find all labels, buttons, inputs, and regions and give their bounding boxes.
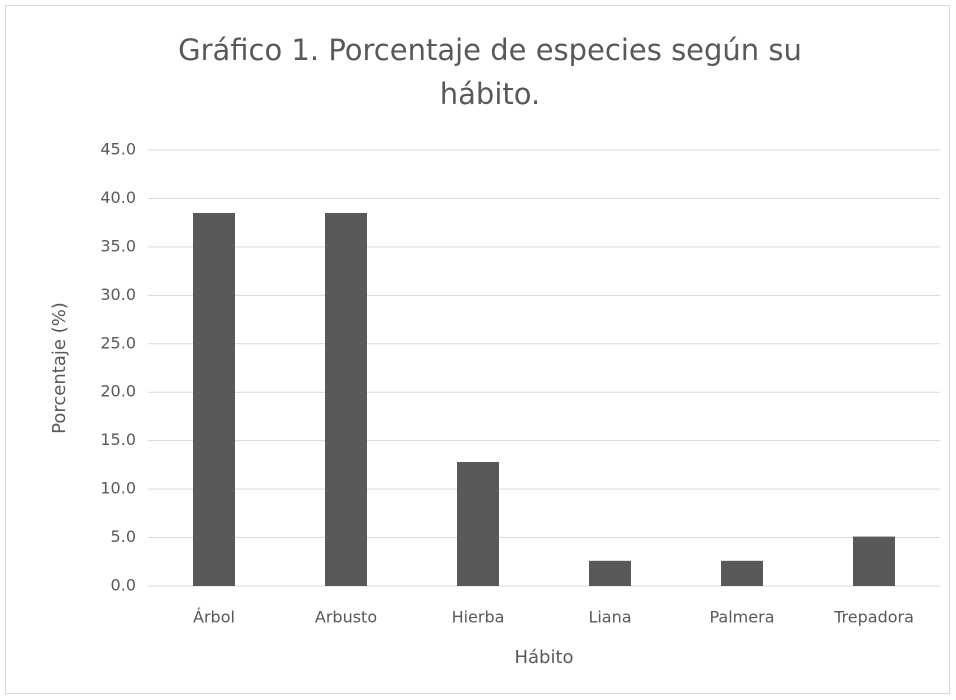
- chart-title: Gráfico 1. Porcentaje de especies según …: [178, 33, 802, 111]
- y-tick-label: 0.0: [111, 576, 136, 595]
- y-tick-label: 40.0: [100, 188, 136, 207]
- y-tick-label: 5.0: [111, 527, 136, 546]
- x-tick-label: Liana: [588, 608, 631, 627]
- y-axis-label: Porcentaje (%): [49, 302, 70, 434]
- x-tick-label: Palmera: [710, 608, 775, 627]
- bar: [721, 560, 763, 586]
- bar: [457, 461, 499, 586]
- bar: [853, 536, 895, 586]
- bar: [589, 560, 631, 586]
- bar: [325, 212, 367, 586]
- x-tick-label: Trepadora: [833, 608, 914, 627]
- y-tick-label: 15.0: [100, 430, 136, 449]
- y-tick-label: 20.0: [100, 382, 136, 401]
- bar: [193, 212, 235, 586]
- y-tick-label: 45.0: [100, 140, 136, 159]
- x-tick-label: Arbusto: [315, 608, 377, 627]
- y-tick-label: 30.0: [100, 285, 136, 304]
- x-axis-label: Hábito: [514, 647, 573, 668]
- x-tick-label: Árbol: [193, 608, 235, 627]
- y-tick-label: 25.0: [100, 333, 136, 352]
- x-tick-label: Hierba: [452, 608, 505, 627]
- y-tick-label: 35.0: [100, 236, 136, 255]
- y-tick-label: 10.0: [100, 479, 136, 498]
